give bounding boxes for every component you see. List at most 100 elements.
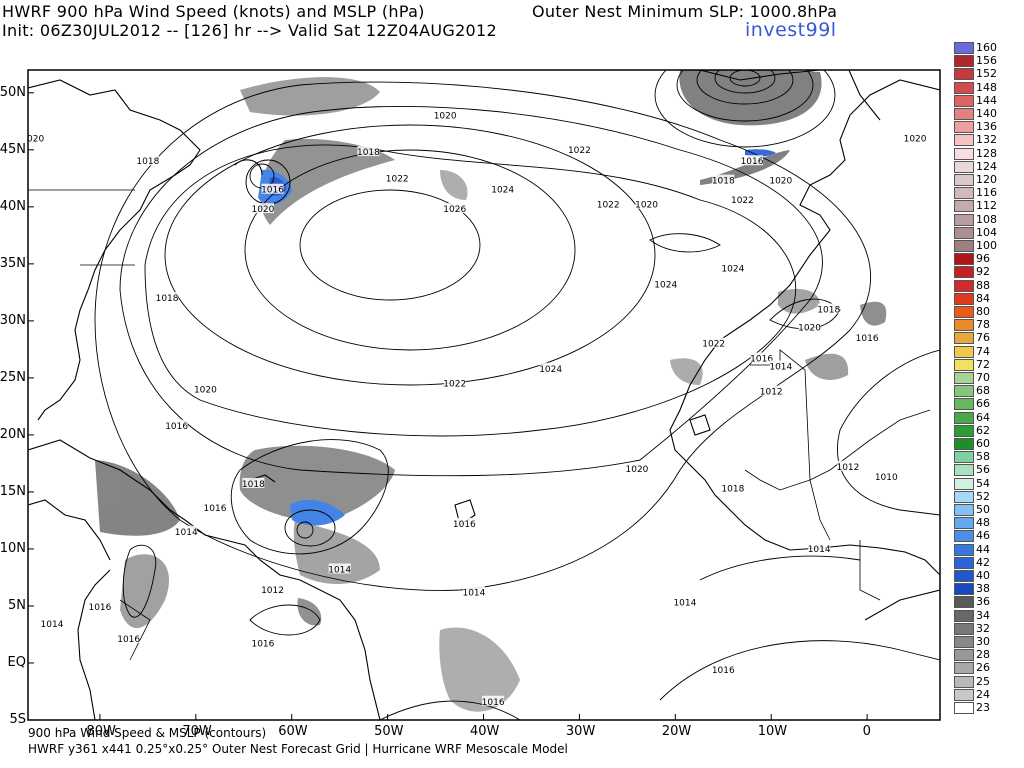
isobar-label: 1018 [721,485,744,495]
isobar-label: 1012 [261,586,284,596]
legend-label: 68 [976,384,990,398]
legend-entry: 136 [954,121,1024,134]
legend-label: 80 [976,305,990,318]
legend-label: 48 [976,516,990,530]
legend-swatch [954,688,974,701]
legend-entry: 28 [954,649,1024,662]
legend-label: 100 [976,239,997,252]
legend-entry: 48 [954,516,1024,530]
isobar-label: 1024 [654,280,677,290]
legend-entry: 84 [954,291,1024,305]
legend-entry: 152 [954,68,1024,81]
legend-swatch [954,504,974,516]
legend-swatch [954,398,974,411]
legend-label: 116 [976,186,997,200]
isobar-label-bg [721,262,744,273]
lat-label: 30N [0,312,26,328]
lon-label: 20W [661,724,692,739]
legend-label: 144 [976,93,997,107]
isobar-label: 1018 [357,148,380,158]
isobar-label: 1014 [673,599,696,609]
legend-label: 88 [976,278,990,292]
isobar-label: 1018 [817,305,840,315]
isobar-label: 1020 [251,205,274,215]
isobar-label: 1014 [175,528,198,538]
legend-entry: 30 [954,636,1024,648]
legend-label: 44 [976,542,990,556]
legend-entry: 104 [954,226,1024,239]
legend-swatch [954,662,974,675]
isobar-label-bg [443,377,466,388]
legend-swatch [954,702,974,714]
legend-entry: 70 [954,372,1024,384]
isobar-label: 1016 [117,635,140,645]
legend-swatch [954,424,974,437]
legend-label: 24 [976,687,990,701]
legend-entry: 42 [954,556,1024,569]
isobar-label: 1014 [808,545,831,555]
lat-label: 5S [9,712,26,727]
isobar-label: 1024 [721,264,744,274]
storm-name: invest99l [745,19,837,41]
legend-label: 78 [976,318,990,332]
legend-entry: 132 [954,133,1024,147]
isobars [94,70,940,720]
isobar-label-bg [568,143,591,154]
legend-entry: 120 [954,174,1024,186]
isobar-label-bg [357,146,380,157]
legend-label: 84 [976,291,990,305]
isobar-label-bg [760,385,783,396]
legend-entry: 140 [954,108,1024,120]
isobar-label-bg [712,174,735,185]
legend-swatch [954,583,974,596]
isobar-label: 1012 [836,463,859,473]
legend-entry: 72 [954,358,1024,371]
legend-label: 132 [976,133,997,147]
legend-entry: 24 [954,687,1024,701]
legend-label: 36 [976,595,990,609]
legend-swatch [954,319,974,332]
isobar-label: 1014 [328,565,351,575]
lat-label: 10N [0,540,26,556]
legend-label: 92 [976,265,990,279]
legend-entry: 96 [954,253,1024,266]
legend-swatch [954,411,974,424]
isobar-label: 1018 [156,294,179,304]
legend-entry: 92 [954,265,1024,279]
isobar-label-bg [721,482,744,493]
isobar-label: 1022 [731,196,754,206]
isobar-label-bg [808,542,831,553]
isobar-label-bg [817,303,840,314]
isobar-label: 1014 [41,620,64,630]
legend-swatch [954,147,974,160]
isobar-label: 1014 [462,588,485,598]
lon-label: 60W [278,724,308,739]
isobar-label-bg [28,132,44,143]
legend-label: 25 [976,674,990,688]
legend-label: 76 [976,331,990,345]
isobar-label: 1016 [482,698,505,708]
isobar-label: 1016 [165,422,188,432]
isobar-label-bg [635,198,658,209]
legend-swatch [954,622,974,635]
legend-entry: 116 [954,186,1024,200]
legend-swatch [954,636,974,648]
coastlines [28,70,940,720]
legend-swatch [954,121,974,134]
legend-entry: 38 [954,583,1024,596]
legend-label: 156 [976,54,997,68]
legend-swatch [954,213,974,226]
isobar-label-bg [904,132,927,143]
legend-entry: 156 [954,54,1024,68]
isobar-label-bg [625,463,648,474]
legend-swatch [954,68,974,81]
legend-label: 128 [976,146,997,160]
legend-swatch [954,240,974,252]
legend-entry: 52 [954,490,1024,503]
isobar-label-bg [156,292,179,303]
isobar-label-bg [798,321,821,332]
legend-entry: 88 [954,278,1024,292]
lat-label: 35N [0,255,26,271]
legend-swatch [954,332,974,345]
